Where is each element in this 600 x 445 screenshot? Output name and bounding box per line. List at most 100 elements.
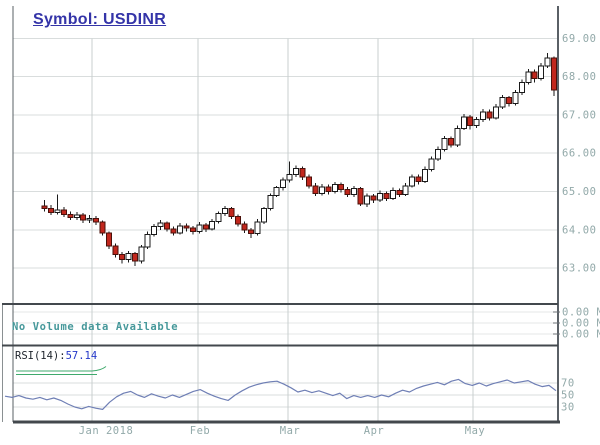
candle-bearish (41, 205, 48, 210)
candle-bearish (235, 215, 241, 225)
price-axis-label: 65.00 (562, 186, 597, 198)
month-label: Apr (364, 425, 384, 437)
price-axis-label: 64.00 (562, 224, 597, 236)
rsi-label: RSI(14): (15, 350, 66, 362)
candle-bullish (293, 168, 300, 175)
rsi-line (4, 378, 557, 410)
candle-bearish (447, 138, 454, 146)
candle-bullish (512, 92, 519, 104)
candle-bullish (351, 187, 358, 196)
candle-bearish (299, 168, 306, 178)
candle-bearish (551, 57, 558, 91)
price-axis-label: 68.00 (562, 71, 597, 83)
candle-bullish (73, 214, 80, 219)
candle-bearish (344, 189, 351, 196)
candle-bullish (518, 81, 525, 94)
rsi-axis-label: 70 (561, 378, 575, 390)
candle-bearish (202, 224, 209, 230)
candle-bearish (505, 97, 512, 104)
candle-bearish (305, 176, 312, 187)
candle-bearish (80, 214, 87, 221)
month-label: May (465, 425, 485, 437)
candle-bearish (99, 221, 106, 234)
candle-bullish (331, 184, 338, 193)
candle-bearish (131, 253, 138, 262)
candle-bullish (273, 187, 280, 196)
candle-bullish (473, 118, 480, 127)
candle-bullish (480, 111, 487, 120)
candle-bullish (157, 222, 164, 228)
candle-bullish (409, 176, 416, 187)
candle-bullish (493, 106, 499, 119)
candle-bearish (183, 225, 190, 229)
candle-bearish (228, 208, 235, 217)
candle-bullish (54, 209, 61, 214)
candle-bearish (247, 229, 254, 235)
candle-bearish (486, 111, 493, 119)
candle-bullish (422, 168, 429, 183)
candle-bearish (170, 228, 177, 234)
rsi-line-layer (4, 378, 557, 410)
candle-bullish (376, 192, 383, 201)
candle-bullish (144, 233, 151, 248)
candle-bullish (318, 186, 325, 194)
candle-bullish (389, 190, 396, 199)
candle-bearish (325, 186, 332, 193)
month-label: Mar (280, 425, 300, 437)
candles-layer (41, 52, 558, 267)
candle-bullish (364, 195, 370, 205)
rsi-marker-line-top (16, 366, 107, 372)
candle-bullish (286, 173, 293, 181)
rsi-axis-label: 50 (561, 390, 575, 402)
chart-title: Symbol: USDINR (33, 11, 167, 28)
price-axis-label: 67.00 (562, 109, 597, 121)
candle-bearish (112, 245, 119, 256)
candle-bearish (241, 223, 248, 231)
candle-bullish (434, 148, 441, 160)
candle-bullish (196, 224, 203, 233)
candle-bullish (138, 246, 145, 262)
candle-bearish (118, 254, 125, 261)
candle-bullish (441, 138, 448, 150)
candle-bullish (499, 97, 506, 108)
candle-bullish (254, 221, 261, 235)
candle-bullish (86, 217, 93, 221)
candle-bearish (67, 213, 74, 219)
volume-axis-label: 0.00 M (562, 329, 600, 341)
rsi-label-marker (16, 366, 107, 375)
candle-bearish (47, 208, 54, 214)
candle-bearish (383, 192, 390, 199)
rsi-value: 57.14 (65, 350, 98, 362)
candle-bearish (396, 190, 403, 196)
candle-bearish (312, 185, 319, 194)
candle-bullish (280, 179, 287, 189)
candle-bullish (525, 71, 532, 83)
month-label: Jan 2018 (79, 425, 134, 437)
candle-bullish (538, 65, 545, 80)
candle-bullish (460, 116, 467, 129)
price-axis-label: 63.00 (562, 263, 597, 275)
candle-bearish (357, 187, 364, 205)
candle-bullish (209, 220, 216, 230)
candle-bullish (222, 208, 229, 215)
rsi-indicator-row: RSI(14):57.14 (15, 350, 97, 362)
candle-bearish (467, 116, 474, 127)
candle-bearish (338, 184, 345, 191)
candle-bullish (260, 208, 267, 223)
candle-bearish (370, 195, 377, 201)
candle-bullish (428, 158, 435, 170)
candle-bullish (267, 194, 274, 210)
panel-borders (2, 6, 560, 424)
candle-bearish (164, 222, 171, 230)
candle-bullish (151, 226, 158, 235)
candle-bullish (454, 127, 461, 146)
candle-bearish (189, 227, 196, 233)
candle-bearish (415, 176, 422, 183)
no-volume-message: No Volume data Available (12, 321, 179, 333)
rsi-axis-label: 30 (561, 402, 575, 414)
price-axis-label: 69.00 (562, 33, 597, 45)
axis-labels: 69.00 68.00 67.00 66.00 65.00 64.00 63.00 0.00 … (79, 33, 600, 437)
candle-bullish (402, 185, 409, 196)
